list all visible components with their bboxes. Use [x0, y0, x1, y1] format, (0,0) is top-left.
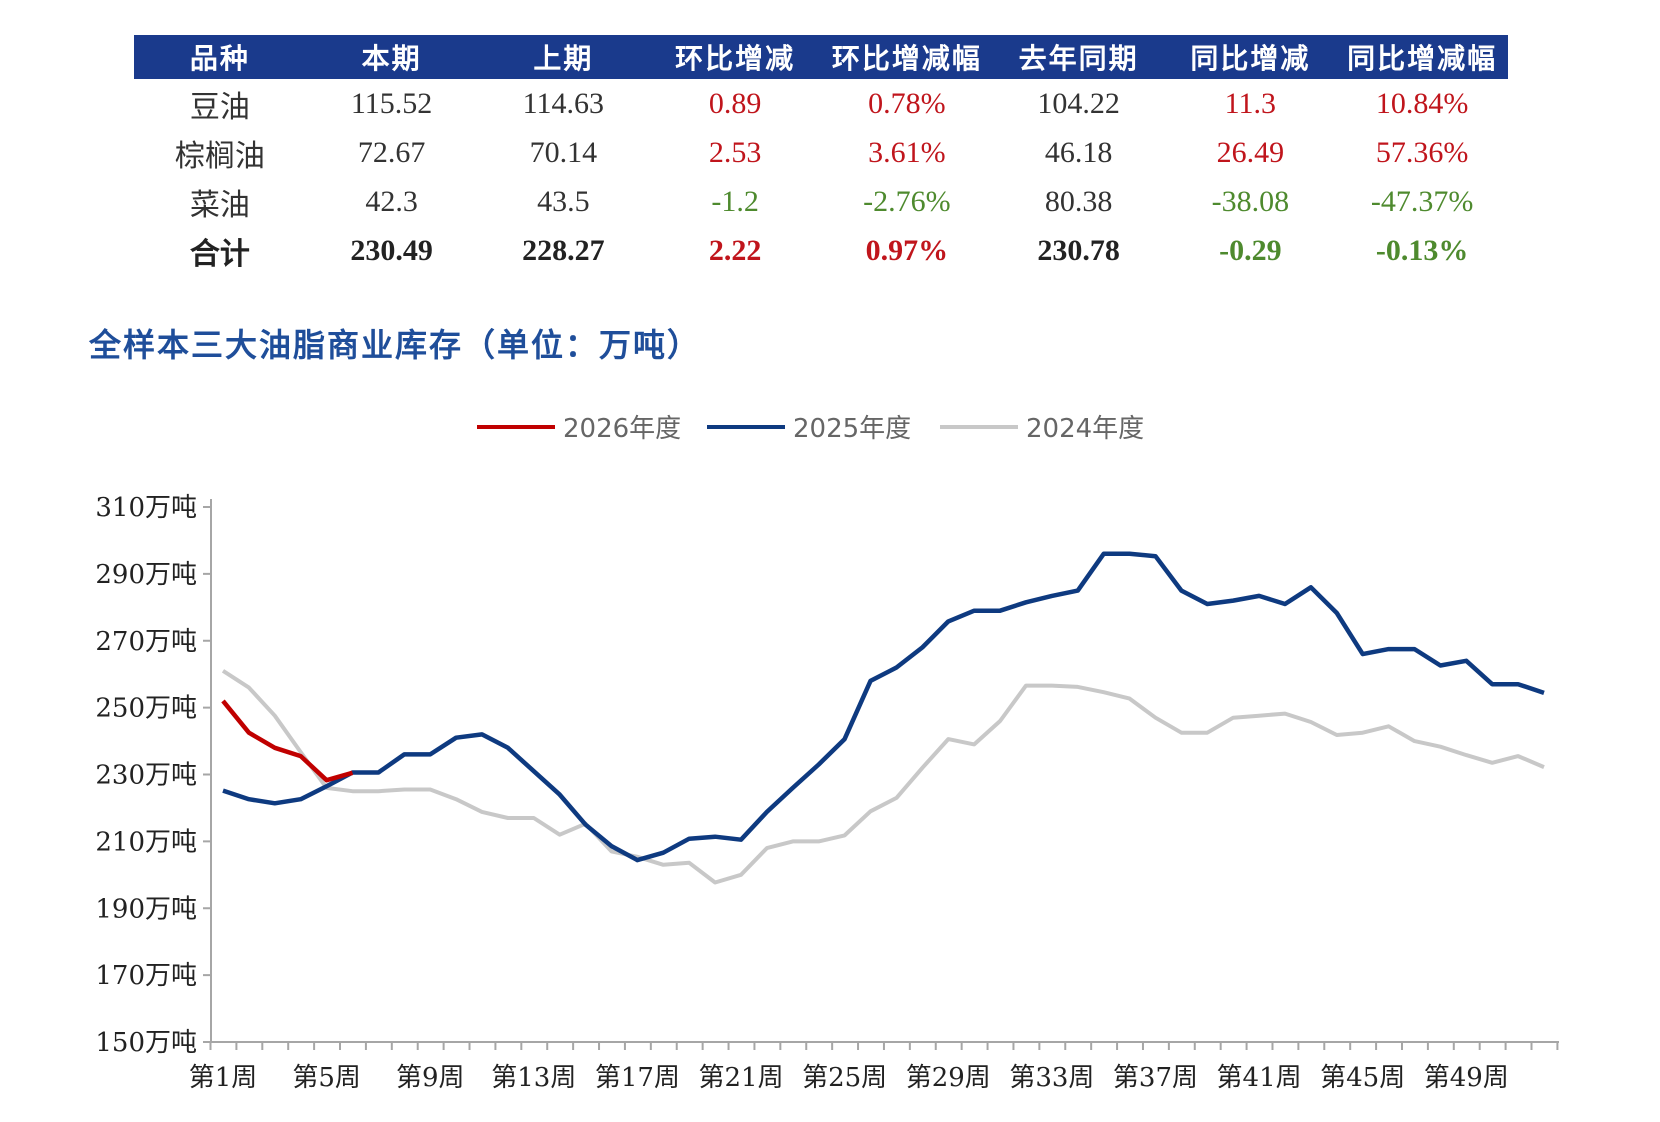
x-tick-label: 第5周 [292, 1063, 361, 1093]
y-tick-label: 310万吨 [95, 493, 197, 523]
x-tick-label: 第37周 [1113, 1063, 1198, 1093]
value-cell: 2.53 [708, 135, 762, 169]
value-cell: 104.22 [1037, 86, 1120, 120]
legend-item: 2026年度 [477, 408, 681, 445]
value-cell: 3.61% [868, 135, 946, 169]
table-header-row: 品种 本期 上期 环比增减 环比增减幅 去年同期 同比增减 同比增减幅 [134, 35, 1508, 79]
column-header: 去年同期 [992, 35, 1165, 79]
x-tick-label: 第1周 [189, 1063, 258, 1093]
value-cell: 72.67 [357, 135, 426, 169]
value-cell: 2.22 [708, 233, 762, 267]
table-row: 棕榈油 72.67 70.14 2.53 3.61% 46.18 26.49 57.36% [134, 128, 1508, 177]
table-row: 豆油 115.52 114.63 0.89 0.78% 104.22 11.3 10.84% [134, 79, 1508, 128]
x-tick-label: 第21周 [698, 1063, 783, 1093]
value-cell: 42.3 [365, 184, 418, 218]
value-cell: -2.76% [863, 184, 951, 218]
legend-swatch [940, 424, 1018, 429]
value-cell: 43.5 [537, 184, 590, 218]
variety-cell: 棕榈油 [174, 139, 265, 173]
legend-item: 2025年度 [707, 408, 911, 445]
legend-label: 2026年度 [563, 414, 682, 444]
variety-cell: 豆油 [189, 90, 250, 124]
y-tick-label: 230万吨 [95, 761, 197, 791]
value-cell: 10.84% [1375, 86, 1469, 120]
column-header: 同比增减 [1164, 35, 1337, 79]
y-tick-label: 210万吨 [95, 827, 197, 857]
x-tick-label: 第45周 [1320, 1063, 1405, 1093]
value-cell: 0.97% [865, 233, 949, 267]
value-cell: 230.49 [350, 233, 433, 267]
column-header: 本期 [305, 35, 478, 79]
x-tick-label: 第41周 [1217, 1063, 1302, 1093]
table-row: 合计 230.49 228.27 2.22 0.97% 230.78 -0.29 -0.13% [134, 226, 1508, 275]
value-cell: 11.3 [1224, 86, 1277, 120]
column-header: 同比增减幅 [1336, 35, 1508, 79]
legend-swatch [707, 424, 785, 429]
value-cell: -47.37% [1370, 184, 1474, 218]
x-tick-label: 第49周 [1424, 1063, 1509, 1093]
value-cell: 230.78 [1037, 233, 1120, 267]
variety-cell: 合计 [189, 237, 250, 271]
value-cell: 114.63 [522, 86, 605, 120]
column-header: 上期 [477, 35, 650, 79]
value-cell: 26.49 [1216, 135, 1285, 169]
y-tick-label: 150万吨 [95, 1028, 197, 1058]
x-tick-label: 第13周 [491, 1063, 576, 1093]
value-cell: 0.78% [868, 86, 946, 120]
value-cell: -38.08 [1211, 184, 1290, 218]
value-cell: 57.36% [1375, 135, 1469, 169]
y-tick-label: 190万吨 [95, 894, 197, 924]
variety-cell: 菜油 [189, 188, 250, 222]
y-tick-label: 270万吨 [95, 627, 197, 657]
x-tick-label: 第25周 [802, 1063, 887, 1093]
value-cell: 80.38 [1044, 184, 1113, 218]
value-cell: -0.13% [1375, 233, 1469, 267]
inventory-table: 品种 本期 上期 环比增减 环比增减幅 去年同期 同比增减 同比增减幅 豆油 115.52 114… [134, 35, 1508, 275]
y-tick-label: 170万吨 [95, 961, 197, 991]
legend-label: 2024年度 [1026, 414, 1145, 444]
x-tick-label: 第17周 [595, 1063, 680, 1093]
column-header: 品种 [134, 35, 306, 79]
value-cell: 115.52 [350, 86, 433, 120]
legend-label: 2025年度 [793, 414, 912, 444]
value-cell: 70.14 [529, 135, 598, 169]
series-line-2026年度 [221, 699, 354, 783]
y-tick-label: 290万吨 [95, 560, 197, 590]
value-cell: 0.89 [708, 86, 762, 120]
chart-legend: 2026年度 2025年度 2024年度 [0, 408, 1660, 448]
table-row: 菜油 42.3 43.5 -1.2 -2.76% 80.38 -38.08 -47.37% [134, 177, 1508, 226]
x-tick-label: 第29周 [906, 1063, 991, 1093]
column-header: 环比增减幅 [821, 35, 993, 79]
x-tick-label: 第33周 [1009, 1063, 1094, 1093]
y-tick-label: 250万吨 [95, 694, 197, 724]
x-tick-label: 第9周 [396, 1063, 465, 1093]
value-cell: -0.29 [1219, 233, 1282, 267]
series-line-2024年度 [221, 669, 1545, 885]
legend-swatch [477, 424, 555, 429]
value-cell: -1.2 [711, 184, 759, 218]
value-cell: 228.27 [522, 233, 605, 267]
value-cell: 46.18 [1044, 135, 1113, 169]
column-header: 环比增减 [649, 35, 821, 79]
legend-item: 2024年度 [940, 408, 1144, 445]
chart-title: 全样本三大油脂商业库存（单位：万吨） [89, 326, 702, 364]
series-line-2025年度 [222, 551, 1545, 863]
